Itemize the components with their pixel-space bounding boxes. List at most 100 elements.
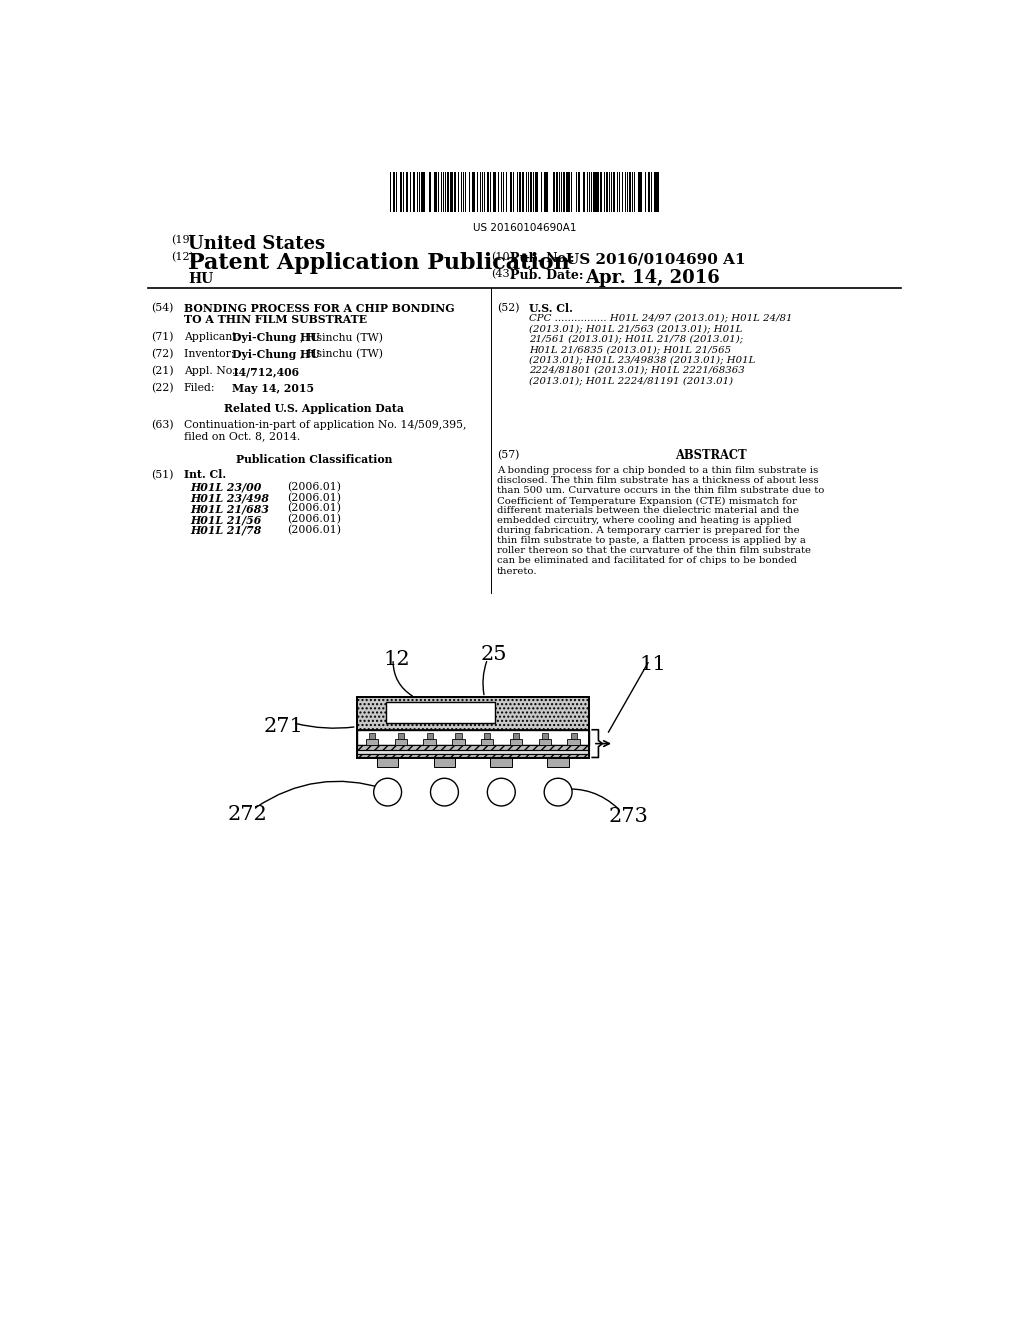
- Bar: [579, 173, 580, 213]
- Text: than 500 um. Curvature occurs in the thin film substrate due to: than 500 um. Curvature occurs in the thi…: [497, 487, 824, 495]
- Bar: [472, 173, 474, 213]
- Bar: [356, 730, 589, 744]
- Text: (22): (22): [152, 383, 174, 393]
- Bar: [489, 173, 492, 213]
- Bar: [456, 733, 462, 739]
- Bar: [421, 173, 423, 213]
- Text: (52): (52): [497, 304, 519, 313]
- Bar: [528, 173, 529, 213]
- Bar: [356, 697, 589, 758]
- Text: United States: United States: [188, 235, 326, 253]
- Text: Dyi-Chung HU: Dyi-Chung HU: [231, 350, 319, 360]
- Bar: [501, 173, 503, 213]
- Bar: [600, 173, 602, 213]
- Text: Related U.S. Application Data: Related U.S. Application Data: [224, 404, 403, 414]
- Text: H01L 21/56: H01L 21/56: [190, 515, 261, 525]
- Bar: [400, 173, 401, 213]
- Bar: [563, 173, 565, 213]
- Text: H01L 21/78: H01L 21/78: [190, 525, 261, 536]
- Text: H01L 23/00: H01L 23/00: [190, 482, 261, 492]
- Bar: [518, 173, 521, 213]
- Text: 14/712,406: 14/712,406: [231, 367, 300, 378]
- Text: H01L 21/6835 (2013.01); H01L 21/565: H01L 21/6835 (2013.01); H01L 21/565: [529, 345, 731, 354]
- Text: H01L 21/683: H01L 21/683: [190, 503, 269, 515]
- Bar: [525, 173, 527, 213]
- Bar: [356, 697, 589, 730]
- Bar: [510, 173, 512, 213]
- Bar: [407, 173, 408, 213]
- Text: can be eliminated and facilitated for of chips to be bonded: can be eliminated and facilitated for of…: [497, 557, 797, 565]
- Text: (2006.01): (2006.01): [287, 515, 341, 524]
- Bar: [424, 739, 436, 744]
- Text: Pub. Date:: Pub. Date:: [510, 269, 584, 282]
- Bar: [630, 173, 631, 213]
- Text: (10): (10): [490, 252, 514, 263]
- Text: 21/561 (2013.01); H01L 21/78 (2013.01);: 21/561 (2013.01); H01L 21/78 (2013.01);: [529, 335, 743, 343]
- Text: (21): (21): [152, 367, 174, 376]
- Bar: [570, 733, 577, 739]
- Bar: [522, 173, 524, 213]
- Bar: [553, 173, 555, 213]
- Text: Appl. No.:: Appl. No.:: [183, 367, 239, 376]
- Text: thereto.: thereto.: [497, 566, 538, 576]
- Text: thin film substrate to paste, a flatten process is applied by a: thin film substrate to paste, a flatten …: [497, 536, 806, 545]
- Text: 273: 273: [608, 807, 648, 826]
- Circle shape: [487, 779, 515, 807]
- Text: roller thereon so that the curvature of the thin film substrate: roller thereon so that the curvature of …: [497, 546, 811, 556]
- Text: TO A THIN FILM SUBSTRATE: TO A THIN FILM SUBSTRATE: [183, 314, 367, 325]
- Bar: [484, 733, 490, 739]
- Bar: [645, 173, 646, 213]
- Text: filed on Oct. 8, 2014.: filed on Oct. 8, 2014.: [183, 430, 300, 441]
- Text: (2006.01): (2006.01): [287, 482, 341, 492]
- Text: Patent Application Publication: Patent Application Publication: [188, 252, 570, 275]
- Bar: [638, 173, 640, 213]
- Bar: [386, 702, 495, 723]
- Bar: [537, 173, 538, 213]
- Text: ABSTRACT: ABSTRACT: [675, 449, 746, 462]
- Bar: [622, 173, 624, 213]
- Bar: [433, 758, 456, 767]
- Bar: [393, 173, 394, 213]
- Text: (57): (57): [497, 449, 519, 459]
- Bar: [544, 173, 547, 213]
- Bar: [570, 173, 572, 213]
- Text: (12): (12): [171, 252, 194, 263]
- Circle shape: [374, 779, 401, 807]
- Text: US 2016/0104690 A1: US 2016/0104690 A1: [566, 252, 745, 267]
- Text: (2013.01); H01L 21/563 (2013.01); H01L: (2013.01); H01L 21/563 (2013.01); H01L: [529, 325, 742, 334]
- Bar: [498, 173, 500, 213]
- Text: disclosed. The thin film substrate has a thickness of about less: disclosed. The thin film substrate has a…: [497, 477, 818, 486]
- Text: during fabrication. A temporary carrier is prepared for the: during fabrication. A temporary carrier …: [497, 527, 800, 536]
- Text: Dyi-Chung HU: Dyi-Chung HU: [231, 333, 319, 343]
- Text: (2013.01); H01L 23/49838 (2013.01); H01L: (2013.01); H01L 23/49838 (2013.01); H01L: [529, 355, 756, 364]
- Text: 12: 12: [384, 649, 411, 669]
- Text: Pub. No.:: Pub. No.:: [510, 252, 574, 265]
- Text: (72): (72): [152, 350, 174, 359]
- Text: 271: 271: [263, 718, 303, 737]
- Bar: [434, 173, 435, 213]
- Text: Continuation-in-part of application No. 14/509,395,: Continuation-in-part of application No. …: [183, 420, 466, 430]
- Bar: [567, 173, 569, 213]
- Text: Inventor:: Inventor:: [183, 350, 245, 359]
- Text: 11: 11: [640, 655, 667, 675]
- Bar: [481, 739, 494, 744]
- Text: (54): (54): [152, 304, 174, 313]
- Bar: [429, 173, 431, 213]
- Bar: [453, 739, 465, 744]
- Bar: [539, 739, 551, 744]
- Bar: [547, 758, 569, 767]
- Text: HU: HU: [188, 272, 214, 286]
- Bar: [427, 733, 433, 739]
- Text: 272: 272: [227, 805, 267, 824]
- Text: CPC ................ H01L 24/97 (2013.01); H01L 24/81: CPC ................ H01L 24/97 (2013.01…: [529, 314, 793, 323]
- Bar: [356, 750, 589, 754]
- Bar: [587, 173, 589, 213]
- Text: Publication Classification: Publication Classification: [236, 454, 392, 465]
- Bar: [657, 173, 658, 213]
- Text: 2224/81801 (2013.01); H01L 2221/68363: 2224/81801 (2013.01); H01L 2221/68363: [529, 366, 745, 375]
- Bar: [593, 173, 595, 213]
- Bar: [477, 173, 478, 213]
- Text: (19): (19): [171, 235, 194, 246]
- Text: (63): (63): [152, 420, 174, 430]
- Text: (2006.01): (2006.01): [287, 525, 341, 535]
